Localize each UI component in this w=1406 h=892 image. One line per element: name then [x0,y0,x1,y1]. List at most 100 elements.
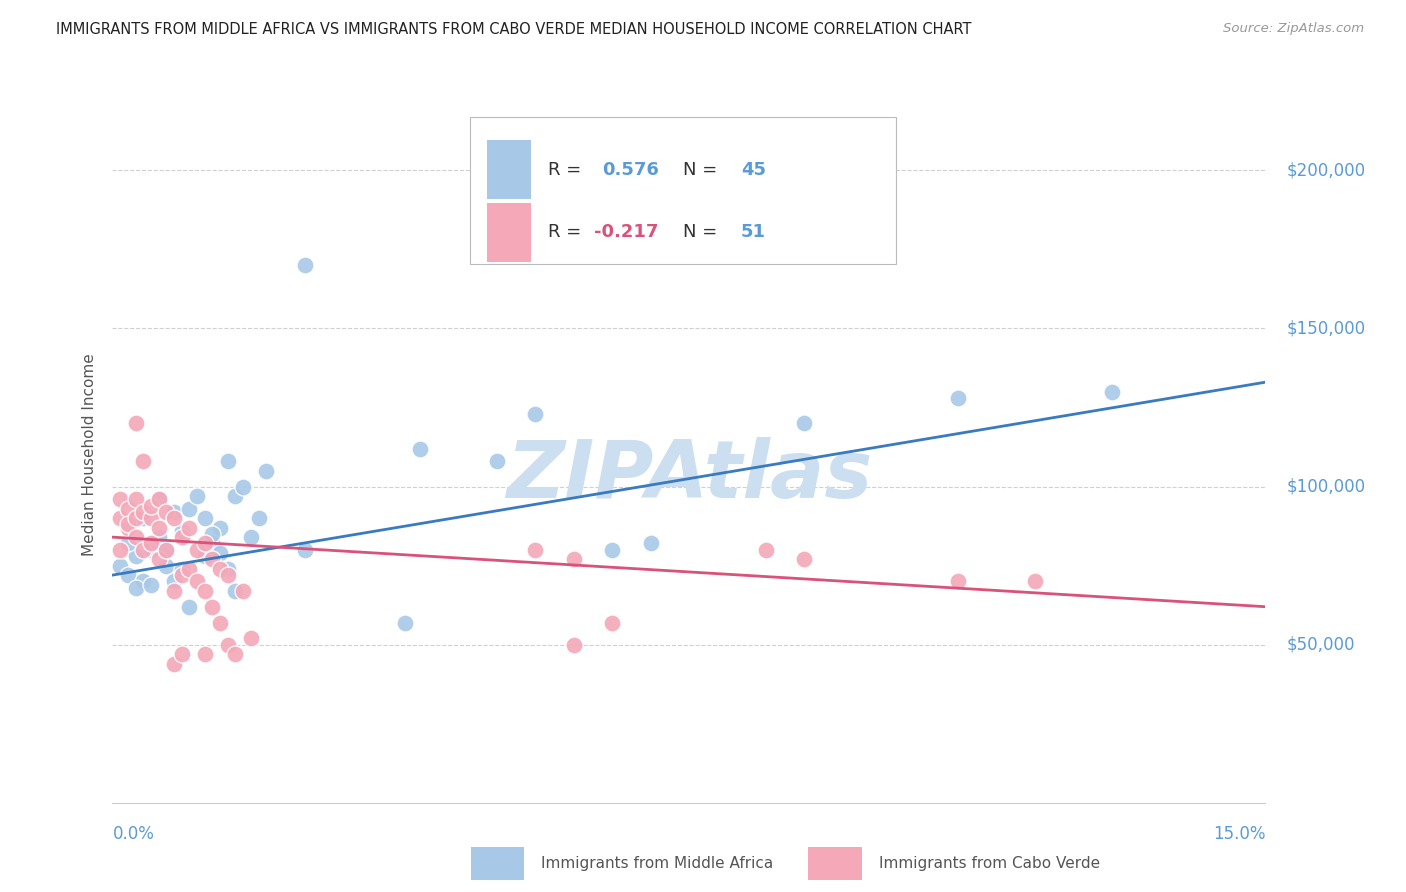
Point [108,558,131,573]
Text: IMMIGRANTS FROM MIDDLE AFRICA VS IMMIGRANTS FROM CABO VERDE MEDIAN HOUSEHOLD INC: IMMIGRANTS FROM MIDDLE AFRICA VS IMMIGRA… [56,22,972,37]
Point [139,536,162,550]
Point [1101,384,1123,399]
Point [155,542,177,557]
Point [155,505,177,519]
Point [562,552,585,566]
Point [209,562,232,576]
Point [163,657,186,671]
Point [194,536,217,550]
Point [124,417,146,431]
Point [239,530,262,544]
Point [209,615,232,630]
Point [217,454,239,468]
Point [117,521,139,535]
Point [294,542,316,557]
Point [155,542,177,557]
Point [247,511,270,525]
Point [232,583,254,598]
Point [179,501,201,516]
Text: 51: 51 [741,223,766,241]
Point [186,574,208,589]
Point [170,568,193,582]
Point [124,549,146,563]
Point [148,492,170,507]
Point [179,599,201,614]
Point [170,562,193,576]
Point [139,511,162,525]
Point [155,558,177,573]
Point [194,647,217,661]
Bar [486,202,531,262]
FancyBboxPatch shape [470,118,897,264]
Point [224,583,246,598]
Point [148,492,170,507]
Point [148,521,170,535]
Point [117,517,139,532]
Point [163,505,186,519]
Point [194,583,217,598]
Point [232,479,254,493]
Point [217,568,239,582]
Text: Immigrants from Middle Africa: Immigrants from Middle Africa [541,856,773,871]
Point [132,542,155,557]
Point [132,454,155,468]
Point [170,647,193,661]
Point [179,521,201,535]
Point [224,489,246,503]
Point [217,638,239,652]
Text: Source: ZipAtlas.com: Source: ZipAtlas.com [1223,22,1364,36]
Point [124,492,146,507]
Point [640,536,662,550]
Point [117,568,139,582]
Point [239,632,262,646]
Point [600,615,623,630]
Point [524,542,547,557]
Point [139,499,162,513]
Text: $150,000: $150,000 [1286,319,1365,337]
Text: $50,000: $50,000 [1286,636,1355,654]
Point [793,552,815,566]
Point [108,542,131,557]
Point [294,258,316,272]
Point [209,521,232,535]
Point [793,417,815,431]
Point [186,489,208,503]
Text: R =: R = [548,161,588,178]
Y-axis label: Median Household Income: Median Household Income [82,353,97,557]
Text: $100,000: $100,000 [1286,477,1365,496]
Point [186,542,208,557]
Point [562,638,585,652]
Point [124,511,146,525]
Point [194,511,217,525]
Text: 45: 45 [741,161,766,178]
Point [201,536,224,550]
Text: 0.576: 0.576 [602,161,659,178]
Point [163,511,186,525]
Point [600,542,623,557]
Point [170,524,193,538]
Point [209,546,232,560]
Point [117,501,139,516]
Text: Immigrants from Cabo Verde: Immigrants from Cabo Verde [879,856,1099,871]
Point [409,442,432,456]
Point [139,577,162,591]
Point [163,574,186,589]
Point [124,581,146,595]
Text: 0.0%: 0.0% [112,825,155,843]
Text: ZIPAtlas: ZIPAtlas [506,437,872,515]
Point [946,574,969,589]
Point [108,492,131,507]
Point [148,552,170,566]
Text: $200,000: $200,000 [1286,161,1365,179]
Point [201,527,224,541]
Point [485,454,508,468]
Point [132,505,155,519]
Point [132,574,155,589]
Point [132,511,155,525]
Point [254,464,277,478]
Point [124,530,146,544]
Text: -0.217: -0.217 [595,223,659,241]
Point [170,530,193,544]
Point [217,562,239,576]
Point [139,542,162,557]
